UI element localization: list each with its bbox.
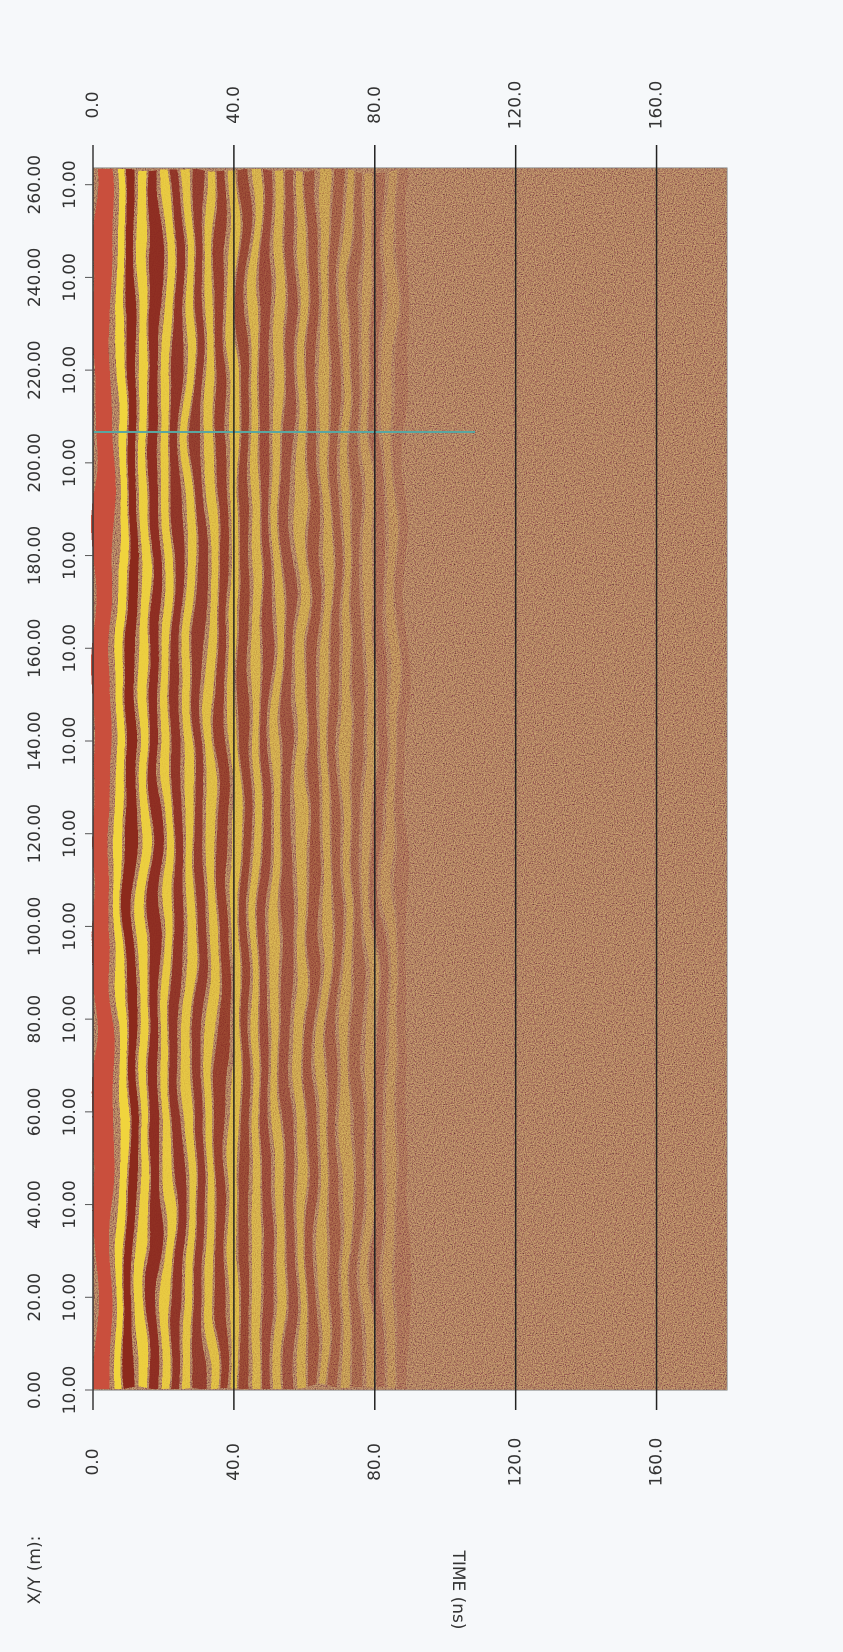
y-tick-label: 240.00 xyxy=(25,248,45,307)
x-tick-label-top: 0.0 xyxy=(83,91,103,118)
reflection-band xyxy=(207,170,215,1388)
y-tick-label: 100.00 xyxy=(25,897,45,956)
y-tick-label-second: 10.00 xyxy=(60,346,80,395)
y-tick-label-second: 10.00 xyxy=(60,1180,80,1229)
x-tick-label-bottom: 0.0 xyxy=(83,1448,103,1475)
reflection-band xyxy=(127,170,136,1388)
y-tick-label-second: 10.00 xyxy=(60,624,80,673)
y-tick-label: 260.00 xyxy=(25,155,45,214)
x-tick-label-bottom: 80.0 xyxy=(365,1443,385,1481)
reflection-band xyxy=(117,170,125,1388)
y-tick-label-second: 10.00 xyxy=(60,902,80,951)
reflection-band xyxy=(184,170,193,1388)
reflection-band xyxy=(274,170,283,1388)
axes: 0.0 0.0 40.0 40.0 80.0 80.0 120.0 120.0 160.0 160… xyxy=(25,81,667,1487)
direct-wave xyxy=(94,169,111,1389)
y-tick-label: 180.00 xyxy=(25,526,45,585)
y-tick-label: 220.00 xyxy=(25,340,45,399)
y-tick-label: 40.00 xyxy=(25,1180,45,1229)
reflection-bands xyxy=(94,169,406,1389)
y-tick-label: 120.00 xyxy=(25,804,45,863)
y-tick-label-second: 10.00 xyxy=(60,253,80,302)
y-tick-label: 160.00 xyxy=(25,619,45,678)
y-tick-label-second: 10.00 xyxy=(60,717,80,766)
x-tick-label-top: 120.0 xyxy=(506,81,526,130)
reflection-band xyxy=(172,170,181,1388)
y-tick-label-second: 10.00 xyxy=(60,439,80,488)
y-tick-label-second: 10.00 xyxy=(60,531,80,580)
x-tick-label-bottom: 120.0 xyxy=(506,1438,526,1487)
y-axis-title: X/Y (m): xyxy=(25,1536,45,1605)
reflection-band xyxy=(284,170,294,1388)
reflection-band xyxy=(162,170,170,1388)
y-tick-label-second: 10.00 xyxy=(60,1088,80,1137)
reflection-band xyxy=(239,170,249,1388)
reflection-band xyxy=(397,170,406,1388)
reflection-band xyxy=(342,170,350,1388)
reflection-band xyxy=(387,170,395,1388)
x-tick-label-top: 40.0 xyxy=(224,86,244,124)
x-tick-label-bottom: 40.0 xyxy=(224,1443,244,1481)
reflection-band xyxy=(297,170,305,1388)
y-tick-label: 140.00 xyxy=(25,711,45,770)
reflection-band xyxy=(149,170,159,1388)
y-tick-label: 20.00 xyxy=(25,1273,45,1322)
reflection-band xyxy=(262,170,271,1388)
reflection-band xyxy=(364,170,373,1388)
plot-area xyxy=(92,167,728,1391)
y-tick-label-second: 10.00 xyxy=(60,160,80,209)
y-tick-label: 60.00 xyxy=(25,1088,45,1137)
y-tick-label: 200.00 xyxy=(25,433,45,492)
reflection-band xyxy=(329,170,339,1388)
reflection-band xyxy=(307,170,316,1388)
x-tick-label-top: 160.0 xyxy=(647,81,667,130)
y-tick-label-second: 10.00 xyxy=(60,809,80,858)
y-tick-label-second: 10.00 xyxy=(60,1273,80,1322)
y-tick-label-second: 10.00 xyxy=(60,1366,80,1415)
reflection-band xyxy=(374,170,384,1388)
x-axis-title: TIME (ns) xyxy=(448,1549,468,1629)
y-tick-label: 80.00 xyxy=(25,995,45,1044)
reflection-band xyxy=(252,170,260,1388)
reflection-band xyxy=(139,170,148,1388)
reflection-band xyxy=(352,170,361,1388)
reflection-band xyxy=(194,170,204,1388)
reflection-band xyxy=(217,170,226,1388)
reflection-band xyxy=(319,170,328,1388)
x-tick-label-bottom: 160.0 xyxy=(647,1438,667,1487)
y-tick-label: 0.00 xyxy=(25,1371,45,1409)
x-tick-label-top: 80.0 xyxy=(365,86,385,124)
y-tick-label-second: 10.00 xyxy=(60,995,80,1044)
